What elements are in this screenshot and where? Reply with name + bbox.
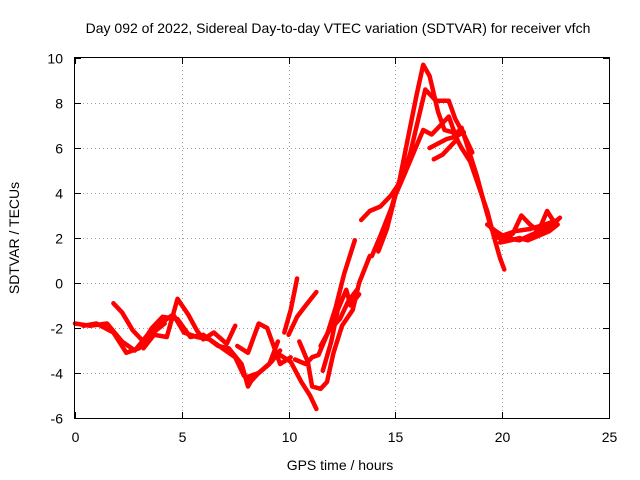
sdtvar-series-track-4 (141, 296, 238, 351)
x-tick-label: 25 (602, 429, 618, 445)
sdtvar-series-track-12 (320, 287, 362, 374)
plot-frame (74, 57, 610, 419)
y-tick-label: 6 (55, 141, 63, 157)
x-tick-label: 0 (72, 429, 80, 445)
y-tick-label: 0 (55, 276, 63, 292)
y-tick-label: -4 (51, 366, 64, 382)
sdtvar-series-track-13 (318, 287, 360, 349)
y-axis-label: SDTVAR / TECUs (6, 182, 22, 294)
sdtvar-series-track-8 (282, 276, 300, 335)
sdtvar-series-track-6 (243, 339, 281, 380)
plot-area (72, 62, 563, 412)
sdtvar-series-track-21 (497, 222, 560, 245)
sdtvar-series-track-14 (358, 87, 475, 223)
axis-ticks: 0 5 10 15 20 25 -6 -4 -2 0 2 4 6 8 10 (47, 51, 617, 446)
y-tick-label: 4 (55, 186, 63, 202)
x-tick-label: 5 (179, 429, 187, 445)
chart-title: Day 092 of 2022, Sidereal Day-to-day VTE… (86, 20, 591, 36)
sdtvar-series-track-5 (235, 321, 293, 367)
x-tick-label: 15 (388, 429, 404, 445)
y-tick-label: -6 (51, 411, 64, 427)
y-tick-label: 2 (55, 231, 63, 247)
sdtvar-series-track-17 (427, 130, 467, 151)
y-tick-label: 10 (47, 51, 63, 67)
sdtvar-series-track-9 (286, 289, 319, 338)
sdtvar-series-track-2 (81, 314, 257, 389)
x-tick-label: 10 (282, 429, 298, 445)
sdtvar-series-track-16 (376, 114, 560, 254)
y-tick-label: -2 (51, 321, 64, 337)
x-axis-label: GPS time / hours (287, 457, 394, 473)
sdtvar-series-track-7 (277, 352, 319, 412)
sdtvar-series-track-18 (431, 136, 460, 162)
sdtvar-series-track-3 (111, 301, 167, 344)
x-tick-label: 20 (495, 429, 511, 445)
y-tick-label: 8 (55, 96, 63, 112)
